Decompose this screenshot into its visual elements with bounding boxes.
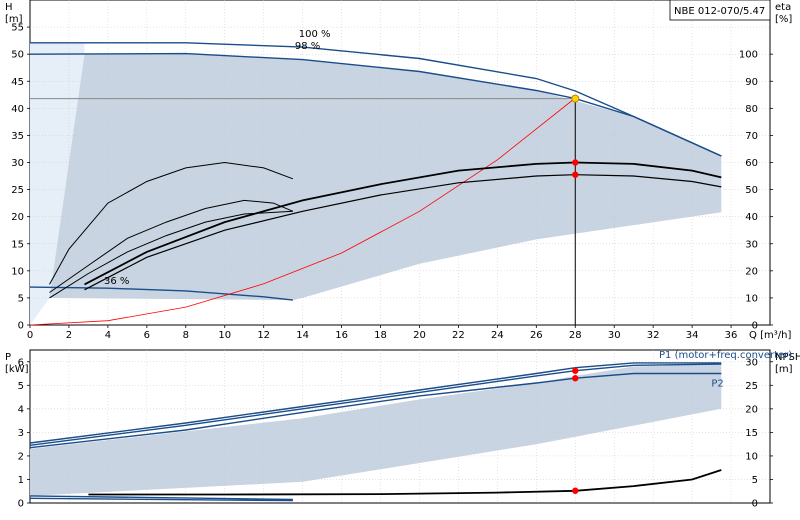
head-chart: 0510152025303540455055010203040506070809… <box>5 0 792 341</box>
annotation-100-percent: 100 % <box>299 29 331 40</box>
y-left-axis-unit: [m] <box>5 14 23 25</box>
x-tick-label: 14 <box>296 330 309 341</box>
y-right-tick-label: 10 <box>745 293 758 304</box>
x-tick-label: 36 <box>725 330 738 341</box>
series-eta-100 <box>84 161 722 286</box>
power-chart: 0 1 2 3 4 5 6 0 5 10 15 20 25 30 P[kW] NPSH[m] P1 (motor… <box>5 349 800 510</box>
x-tick-label: 0 <box>27 330 33 341</box>
npsh-duty-marker <box>572 487 579 494</box>
power-duty-marker <box>572 367 579 374</box>
x-tick-label: 20 <box>413 330 426 341</box>
legend-p2: P2 <box>711 378 723 389</box>
y-left-tick-label: 4 <box>18 404 24 415</box>
y-right-tick-label: 30 <box>745 357 758 368</box>
y-left-tick-label: 2 <box>18 451 24 462</box>
y-right-tick-label: 5 <box>752 475 758 486</box>
x-tick-label: 24 <box>491 330 504 341</box>
y-left-tick-label: 25 <box>11 185 24 196</box>
y-left-tick-label: 30 <box>11 158 24 169</box>
y-left-tick-label: 0 <box>18 499 24 510</box>
duty-point-marker <box>571 94 580 103</box>
x-tick-label: 34 <box>686 330 699 341</box>
y-right-tick-label: 90 <box>745 77 758 88</box>
y-left-tick-label: 6 <box>18 357 24 368</box>
x-axis-title: Q [m³/h] <box>749 330 791 341</box>
x-tick-label: 28 <box>569 330 582 341</box>
x-tick-label: 32 <box>647 330 660 341</box>
x-tick-label: 16 <box>335 330 348 341</box>
y-right-tick-label: 30 <box>745 239 758 250</box>
series-p1-min <box>29 495 293 501</box>
x-tick-label: 12 <box>257 330 270 341</box>
power-duty-marker <box>572 375 579 382</box>
series-eta-98 <box>84 174 722 291</box>
x-tick-label: 6 <box>144 330 150 341</box>
eta-duty-marker <box>572 171 579 178</box>
y-right-axis-unit: [m] <box>775 364 793 375</box>
y-left-tick-label: 15 <box>11 239 24 250</box>
series-eta-partial-1 <box>49 161 294 285</box>
y-left-tick-label: 40 <box>11 104 24 115</box>
light-region <box>30 43 85 326</box>
y-right-tick-label: 10 <box>745 451 758 462</box>
y-left-tick-label: 0 <box>18 321 24 332</box>
x-tick-label: 30 <box>608 330 621 341</box>
x-tick-label: 4 <box>105 330 111 341</box>
y-left-axis-unit: [kW] <box>5 364 29 375</box>
y-right-tick-label: 0 <box>752 499 758 510</box>
series-min-head <box>29 286 293 301</box>
y-right-axis-title: NPSH <box>775 352 800 363</box>
y-right-tick-label: 40 <box>745 212 758 223</box>
x-tick-label: 2 <box>66 330 72 341</box>
y-left-tick-label: 5 <box>18 293 24 304</box>
y-left-axis-title: H <box>5 2 13 13</box>
y-left-tick-label: 55 <box>11 23 24 34</box>
series-p2-min <box>29 497 293 502</box>
eta-duty-marker <box>572 159 579 166</box>
series-p2-100 <box>29 372 722 449</box>
y-right-tick-label: 20 <box>745 404 758 415</box>
annotation-36-percent: 36 % <box>104 276 129 287</box>
x-tick-label: 26 <box>530 330 543 341</box>
series-eta-partial-2 <box>49 199 294 293</box>
y-right-tick-label: 80 <box>745 104 758 115</box>
x-tick-label: 18 <box>374 330 387 341</box>
y-left-tick-label: 5 <box>18 381 24 392</box>
series-max-head <box>30 42 722 157</box>
y-right-axis-unit: [%] <box>775 14 792 25</box>
annotation-98-percent: 98 % <box>295 41 320 52</box>
operating-region <box>30 364 722 496</box>
y-left-tick-label: 50 <box>11 50 24 61</box>
y-left-tick-label: 10 <box>11 266 24 277</box>
y-right-tick-label: 15 <box>745 428 758 439</box>
series-npsh <box>88 469 722 496</box>
y-left-axis-title: P <box>5 352 11 363</box>
y-left-tick-label: 45 <box>11 77 24 88</box>
x-tick-label: 22 <box>452 330 465 341</box>
x-tick-label: 8 <box>183 330 189 341</box>
y-left-tick-label: 35 <box>11 131 24 142</box>
legend-p1: P1 (motor+freq.converter) <box>659 350 792 361</box>
series-head-100 <box>29 52 722 157</box>
y-right-tick-label: 100 <box>739 50 758 61</box>
y-left-tick-label: 3 <box>18 428 24 439</box>
model-label: NBE 012-070/5.47 <box>674 6 765 17</box>
y-right-tick-label: 50 <box>745 185 758 196</box>
y-right-tick-label: 60 <box>745 158 758 169</box>
model-label-box <box>669 0 771 21</box>
series-p1-100 <box>29 363 722 446</box>
series-p1-max <box>29 362 722 444</box>
y-left-tick-label: 20 <box>11 212 24 223</box>
y-right-tick-label: 70 <box>745 131 758 142</box>
y-right-tick-label: 20 <box>745 266 758 277</box>
y-left-tick-label: 1 <box>18 475 24 486</box>
y-right-tick-label: 25 <box>745 381 758 392</box>
x-tick-label: 10 <box>218 330 231 341</box>
y-right-axis-title: eta <box>775 2 791 13</box>
y-right-tick-label: 0 <box>752 321 758 332</box>
series-eta-partial-3 <box>49 210 293 299</box>
